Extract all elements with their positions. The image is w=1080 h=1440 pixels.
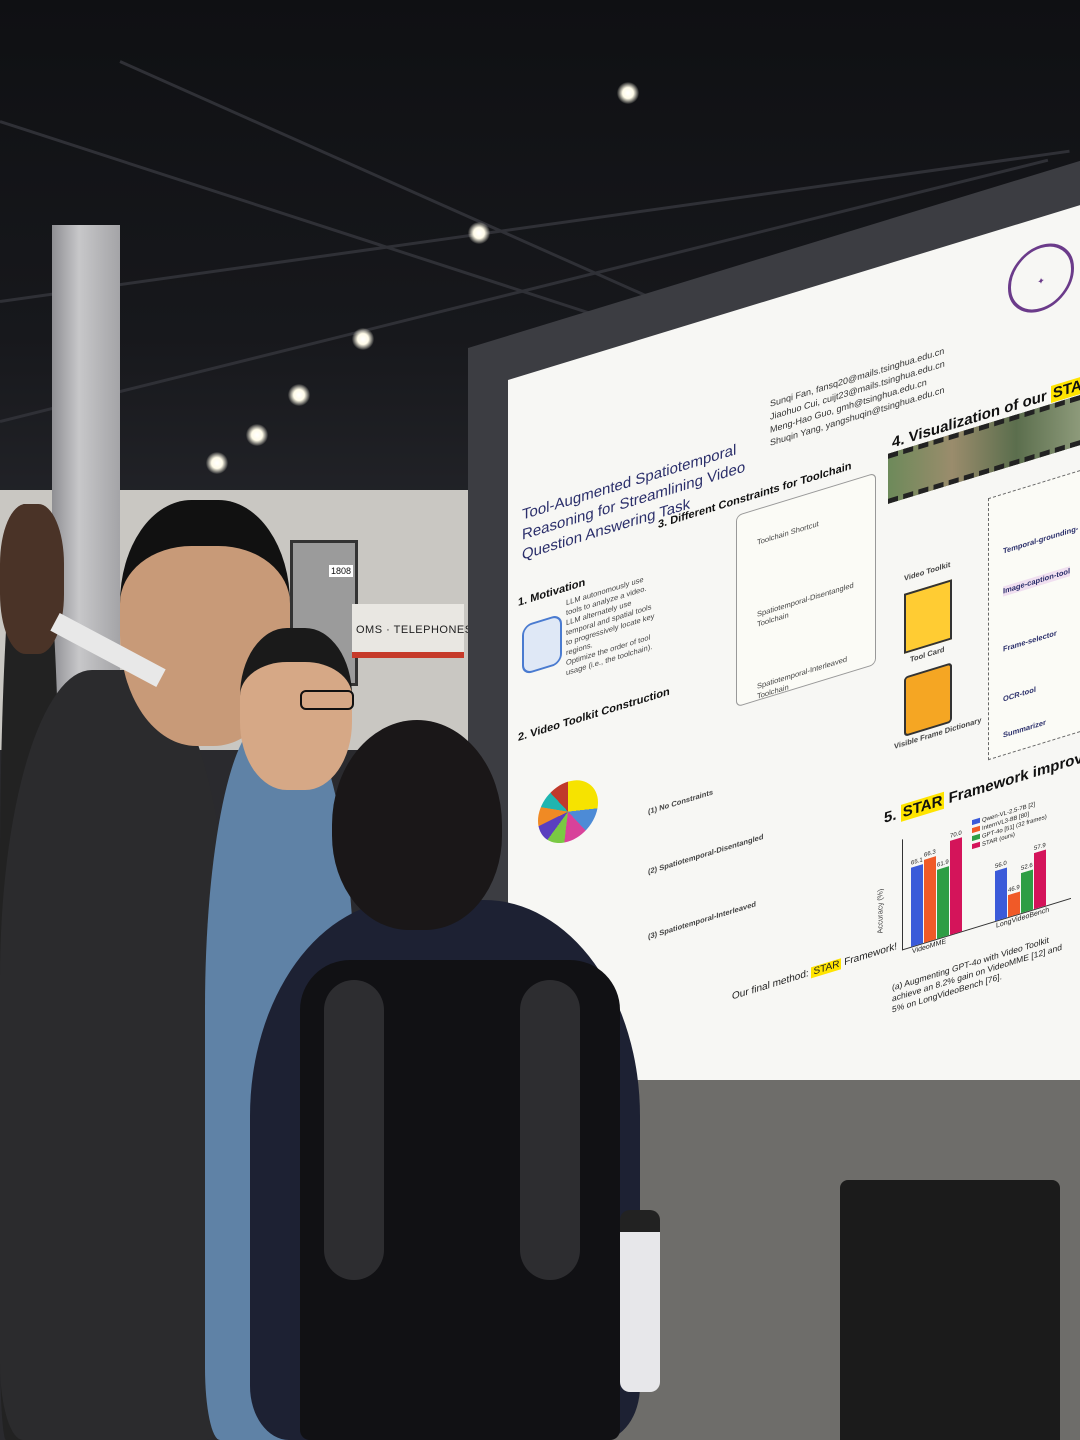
final-method-line: Our final method: STAR Framework! (732, 941, 897, 1003)
ceiling-light (617, 82, 639, 104)
ceiling-light (468, 222, 490, 244)
ceiling-light (352, 328, 374, 350)
backpack-strap (324, 980, 384, 1280)
trace-step: Frame-selector (1003, 628, 1057, 654)
reasoning-trace-box: Temporal-grounding- Image-caption-tool F… (988, 467, 1080, 761)
constraint-item: (1) No Constraints (648, 787, 714, 817)
constraint-item: (3) Spatiotemporal-Interleaved (648, 899, 756, 942)
star-highlight: STAR (900, 791, 945, 822)
trace-step: OCR-tool (1003, 684, 1036, 704)
ceiling-light (246, 424, 268, 446)
venue-sign: OMS · TELEPHONES (352, 604, 472, 658)
chart-bar (995, 867, 1007, 922)
constraint-item: (2) Spatiotemporal-Disentangled (648, 831, 764, 877)
venue-sign-text: OMS · TELEPHONES (356, 624, 473, 636)
glasses (300, 690, 354, 710)
section-heading-toolkit: 2. Video Toolkit Construction (518, 685, 670, 744)
tool-card-icon (904, 579, 952, 654)
chart-bar (1034, 849, 1046, 910)
chart-bar (1008, 891, 1020, 918)
backpack-strap (520, 980, 580, 1280)
toolchain-diagram: Toolchain Shortcut Spatiotemporal-Disent… (736, 472, 876, 708)
toolchain-label: Spatiotemporal-Interleaved Toolchain (757, 654, 848, 701)
chart-bar (1021, 869, 1033, 914)
water-bottle (620, 1210, 660, 1392)
trace-step: Summarizer (1003, 717, 1046, 740)
chart-bar (911, 864, 923, 947)
trace-step: Temporal-grounding- (1003, 523, 1079, 556)
ceiling-light (288, 384, 310, 406)
trace-step: Image-caption-tool (1003, 566, 1071, 597)
ceiling-light (206, 452, 228, 474)
chart-bar (937, 866, 949, 939)
university-seal: ✦ (1008, 234, 1074, 322)
chart-ylabel: Accuracy (%) (875, 887, 885, 936)
toolchain-label: Toolchain Shortcut (757, 519, 819, 547)
legend-swatch (972, 841, 980, 850)
booth-number: 1808 (328, 565, 353, 577)
toolkit-pie-chart (538, 772, 598, 851)
person-legs-right (840, 1180, 1060, 1440)
toolchain-label: Spatiotemporal-Disentangled Toolchain (757, 580, 854, 629)
legend-swatch (972, 817, 980, 826)
viz-label: Video Toolkit (904, 559, 951, 583)
star-highlight: STAR (811, 958, 842, 979)
legend-swatch (972, 833, 980, 842)
person-left-jacket (0, 670, 230, 1440)
backpack (300, 960, 620, 1440)
chart-bar (924, 856, 936, 943)
legend-swatch (972, 825, 980, 834)
robot-illustration (522, 613, 562, 676)
chart-bar (950, 836, 962, 935)
head-center (332, 720, 502, 930)
